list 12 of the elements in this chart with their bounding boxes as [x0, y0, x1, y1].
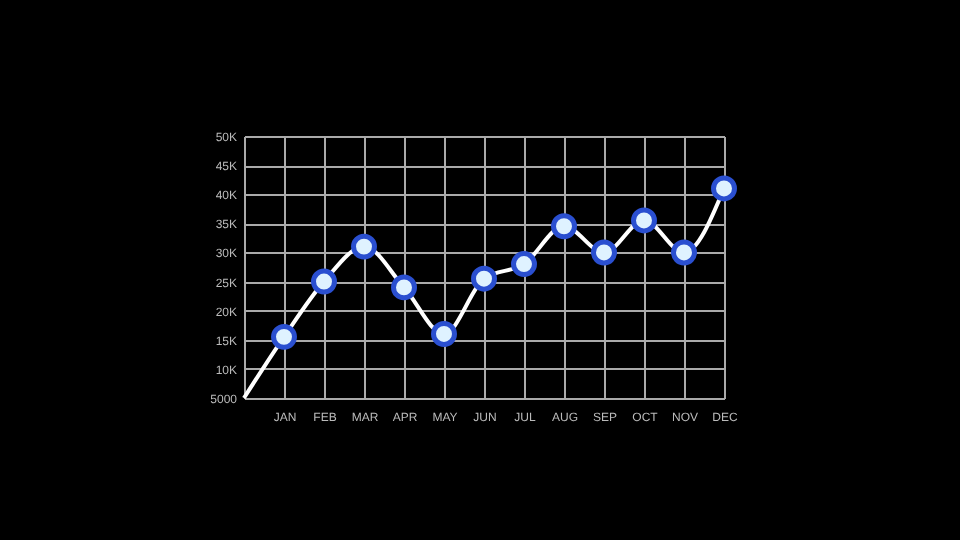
point [311, 268, 337, 295]
point [631, 207, 657, 234]
point [711, 175, 737, 202]
point [671, 239, 697, 266]
point [591, 239, 617, 266]
point [271, 323, 297, 350]
point [511, 251, 537, 278]
point [471, 265, 497, 292]
point [391, 274, 417, 301]
point [431, 320, 457, 347]
point [551, 213, 577, 240]
point [351, 233, 377, 260]
